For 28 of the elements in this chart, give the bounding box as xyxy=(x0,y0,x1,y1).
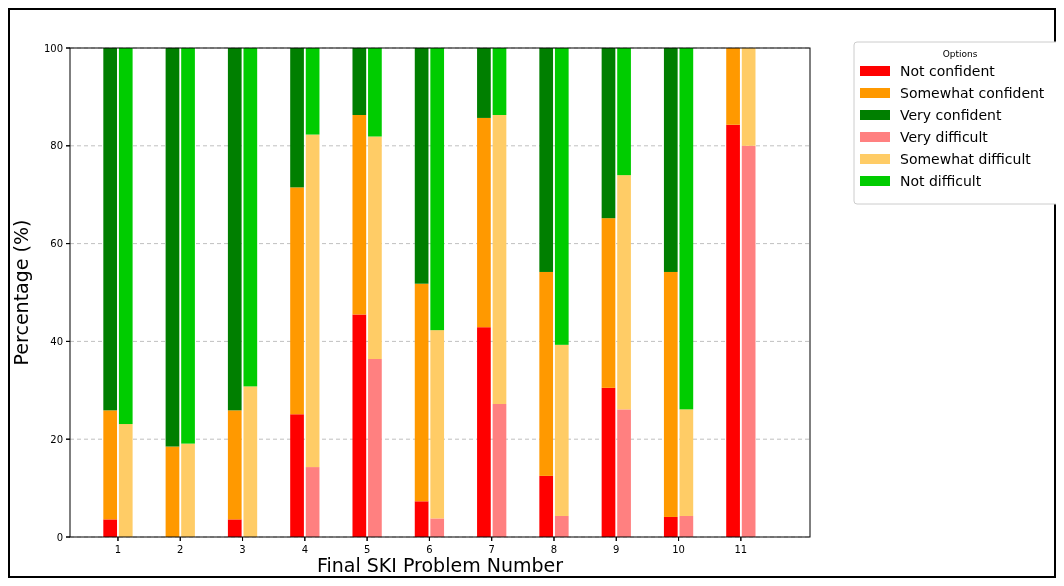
legend-label: Somewhat confident xyxy=(900,84,1045,101)
x-tick-label: 8 xyxy=(550,544,558,555)
x-tick-label: 3 xyxy=(239,544,246,555)
legend-title: Options xyxy=(942,49,978,59)
legend-label: Not confident xyxy=(900,62,996,79)
x-tick-label: 6 xyxy=(426,544,433,555)
bar xyxy=(227,519,242,537)
x-tick-label: 2 xyxy=(177,544,184,555)
legend-label: Very confident xyxy=(900,106,1002,123)
x-tick-label: 11 xyxy=(734,544,748,555)
x-tick-label: 5 xyxy=(363,544,371,555)
bar xyxy=(103,519,118,537)
x-tick-label: 4 xyxy=(301,544,309,555)
x-tick-label: 7 xyxy=(488,544,495,555)
legend-label: Somewhat difficult xyxy=(900,150,1032,167)
y-tick-label: 60 xyxy=(50,238,63,250)
x-axis-title: Final SKI Problem Number xyxy=(316,554,564,576)
y-axis-title: Percentage (%) xyxy=(10,219,32,366)
y-tick-label: 100 xyxy=(43,42,63,54)
y-tick-label: 0 xyxy=(56,531,63,543)
x-tick-label: 9 xyxy=(613,544,620,555)
legend-label: Very difficult xyxy=(900,128,989,145)
y-tick-label: 40 xyxy=(50,335,63,347)
x-tick-label: 10 xyxy=(672,544,685,555)
y-tick-label: 80 xyxy=(50,140,63,152)
legend-label: Not difficult xyxy=(900,172,982,189)
x-tick-label: 1 xyxy=(114,544,122,555)
y-tick-label: 20 xyxy=(50,433,63,445)
